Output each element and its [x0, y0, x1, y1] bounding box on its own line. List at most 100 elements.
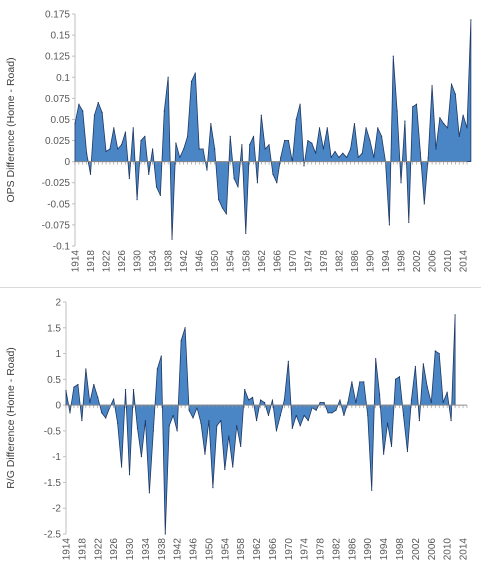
y-tick-label: -0.075: [42, 220, 71, 231]
data-point-1971: [291, 427, 293, 429]
data-point-1991: [373, 156, 375, 159]
data-point-1921: [101, 112, 103, 114]
x-tick-label: 1914: [62, 538, 73, 561]
data-point-1942: [183, 148, 185, 150]
data-point-1981: [331, 412, 333, 414]
x-tick-label: 1990: [363, 538, 374, 561]
data-point-2009: [443, 123, 445, 125]
x-tick-label: 1998: [397, 250, 408, 273]
data-point-1924: [105, 417, 107, 419]
data-point-1963: [264, 148, 266, 150]
ops-difference-chart-panel: -0.1 -0.075 -0.05 -0.025 0 0.025 0.05 0.075 0.1 0…: [0, 0, 481, 288]
data-point-1996: [392, 55, 394, 57]
data-point-2008: [438, 352, 440, 355]
y-axis-title: R/G Difference (Home - Road): [5, 347, 17, 489]
x-tick-label: 1918: [86, 250, 97, 273]
data-point-1990: [369, 139, 371, 142]
data-point-1945: [194, 72, 196, 74]
data-point-1947: [202, 148, 204, 150]
y-tick-label: -0.025: [42, 178, 71, 189]
data-point-1996: [390, 445, 393, 447]
area-fill: [74, 19, 472, 240]
x-tick-label: 2002: [411, 538, 422, 561]
data-point-1928: [128, 177, 130, 180]
data-point-1941: [172, 414, 174, 417]
x-tick-label: 2010: [443, 250, 454, 273]
data-point-1964: [263, 401, 266, 404]
data-point-1919: [93, 114, 96, 116]
x-tick-label: 1998: [395, 538, 406, 561]
data-point-1961: [252, 396, 254, 398]
y-tick-label: -1.5: [44, 478, 62, 489]
x-tick-label: 1982: [334, 250, 345, 273]
data-point-2007: [435, 148, 437, 150]
data-point-1935: [155, 186, 158, 188]
data-point-1958: [245, 232, 247, 234]
data-point-2002: [414, 365, 416, 368]
data-point-1943: [180, 340, 182, 342]
x-tick-label: 1990: [365, 250, 376, 273]
x-tick-label: 1938: [164, 250, 175, 273]
data-point-1960: [252, 135, 255, 137]
data-point-1936: [159, 194, 161, 196]
data-point-1914: [65, 390, 67, 392]
x-tick-label: 1958: [241, 250, 252, 273]
data-point-1965: [272, 173, 274, 175]
data-point-2013: [458, 135, 460, 137]
data-point-1983: [342, 152, 344, 154]
data-point-1986: [353, 123, 356, 125]
data-point-1926: [120, 144, 123, 146]
x-tick-label: 1962: [252, 538, 263, 561]
data-point-2011: [450, 419, 452, 422]
data-point-1929: [132, 127, 134, 129]
data-point-1931: [132, 389, 135, 391]
data-point-1970: [287, 360, 289, 362]
data-point-1962: [260, 114, 262, 116]
x-tick-label: 1974: [303, 250, 314, 273]
data-point-1990: [367, 414, 369, 417]
x-tick-label: 1938: [157, 538, 168, 561]
data-point-1962: [255, 419, 258, 422]
x-tick-label: 1946: [189, 538, 200, 561]
data-point-1930: [136, 199, 138, 201]
x-tick-label: 1966: [272, 250, 283, 273]
data-point-1975: [307, 419, 309, 422]
x-tick-label: 1918: [77, 538, 88, 561]
data-point-1945: [188, 409, 190, 411]
y-tick-label: 0.125: [45, 52, 70, 63]
data-point-2005: [427, 156, 429, 159]
data-point-1922: [105, 150, 107, 153]
data-point-1950: [208, 419, 210, 422]
data-point-2007: [434, 350, 436, 352]
data-point-2000: [408, 221, 410, 223]
data-point-2010: [446, 391, 448, 393]
data-point-2003: [418, 419, 420, 422]
y-tick-label: 0.5: [47, 375, 61, 386]
data-point-1952: [216, 425, 218, 427]
data-point-1950: [214, 148, 216, 150]
data-point-2005: [426, 386, 428, 388]
data-point-1989: [365, 127, 367, 129]
data-point-1982: [338, 156, 340, 159]
data-point-1953: [220, 419, 222, 422]
data-point-1914: [74, 123, 76, 125]
data-point-1940: [168, 425, 170, 427]
x-tick-label: 1986: [350, 250, 361, 273]
data-point-1972: [295, 414, 297, 417]
data-point-2011: [450, 83, 453, 85]
data-point-1956: [232, 466, 234, 468]
y-tick-label: 0.175: [45, 10, 70, 21]
data-point-2001: [410, 399, 413, 401]
y-tick-label: -0.05: [47, 199, 70, 210]
x-tick-label: 1978: [319, 250, 330, 273]
series-area: [74, 19, 472, 240]
data-point-1987: [357, 156, 359, 159]
data-point-2016: [470, 19, 472, 21]
data-point-1980: [330, 156, 332, 159]
x-tick-label: 1994: [381, 250, 392, 273]
x-tick-label: 1922: [102, 250, 113, 273]
data-point-1989: [363, 381, 365, 383]
data-point-1980: [327, 412, 329, 414]
data-point-1974: [307, 139, 309, 142]
data-point-1967: [280, 156, 282, 159]
